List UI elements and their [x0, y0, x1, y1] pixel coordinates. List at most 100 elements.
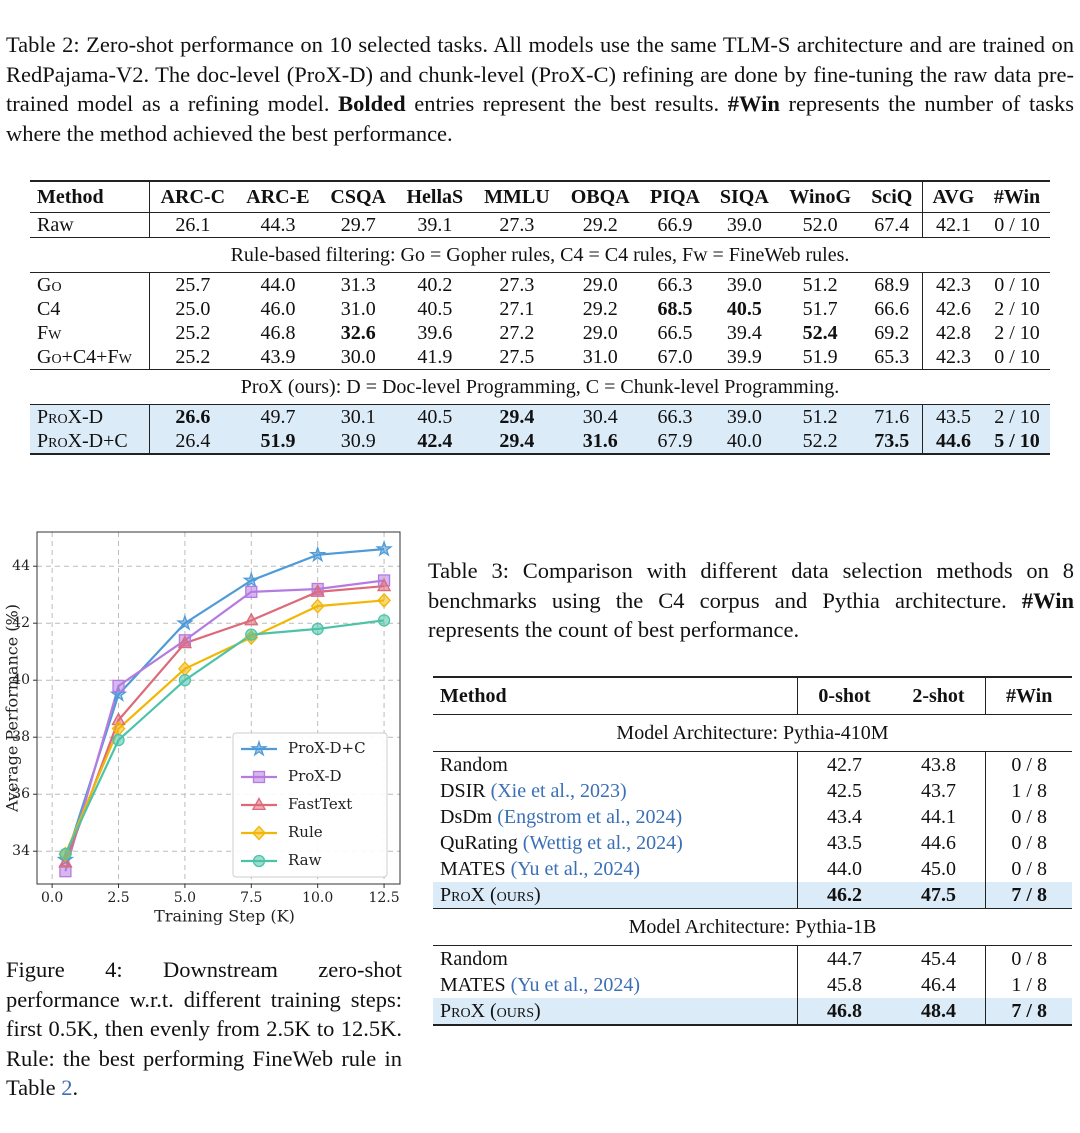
- cell-text: 43.9: [260, 346, 296, 368]
- caption-text: Table 3: Comparison with different data …: [428, 558, 1074, 613]
- legend-label: ProX-D+C: [288, 739, 366, 757]
- value-cell: 27.5: [473, 345, 560, 370]
- method-cell: Raw: [30, 213, 149, 238]
- cell-text: 25.0: [175, 298, 211, 320]
- marker: [112, 679, 125, 693]
- caption-text: Bolded: [338, 91, 406, 116]
- value-cell: 39.4: [710, 321, 779, 345]
- cell-text: 68.5: [657, 298, 693, 320]
- cell-text: 40.5: [726, 298, 762, 320]
- x-tick-label: 5.0: [174, 890, 196, 906]
- cell-text: 25.7: [175, 274, 211, 296]
- cell-text: 67.4: [874, 214, 910, 236]
- caption-text: #Win: [1021, 587, 1074, 613]
- cell-text: 42.5: [827, 780, 863, 802]
- value-cell: 42.5: [796, 778, 892, 804]
- marker: [109, 685, 128, 702]
- cell-text: 44.3: [260, 214, 296, 236]
- cell-text: 42.8: [935, 322, 971, 344]
- value-cell: 73.5: [861, 429, 923, 454]
- value-cell: 0 / 8: [985, 830, 1072, 856]
- value-cell: 66.5: [640, 321, 710, 345]
- method-cell: ProX-D+C: [30, 429, 150, 454]
- value-cell: 49.7: [235, 404, 321, 429]
- value-cell: 0 / 8: [985, 856, 1072, 882]
- table-row: ProX (ours) 46.8 48.4 7 / 8: [433, 998, 1072, 1025]
- cell-text: 52.0: [802, 214, 838, 236]
- marker: [244, 612, 259, 626]
- cell-text: 0 / 8: [1011, 858, 1047, 880]
- method-cell: MATES (Yu et al., 2024): [433, 972, 797, 998]
- value-cell: 66.3: [640, 273, 710, 298]
- cell-text: 39.0: [726, 274, 762, 296]
- value-cell: 46.4: [891, 972, 985, 998]
- section-row: Rule-based filtering: Go = Gopher rules,…: [30, 237, 1050, 273]
- x-tick-label: 0.0: [41, 890, 63, 906]
- cell-text: 42.3: [935, 346, 971, 368]
- header-cell: WinoG: [789, 186, 852, 208]
- cell-text: 42.4: [417, 430, 453, 452]
- value-cell: 39.0: [710, 273, 779, 298]
- value-cell: 27.3: [473, 273, 560, 298]
- method-cell: Random: [433, 752, 797, 779]
- value-cell: 46.8: [236, 321, 321, 345]
- legend-label: ProX-D: [288, 767, 342, 785]
- value-cell: 51.9: [235, 429, 321, 454]
- value-cell: 30.1: [320, 404, 397, 429]
- citation: (Wettig et al., 2024): [522, 832, 683, 854]
- value-cell: 65.3: [862, 345, 923, 370]
- section-note: Rule-based filtering: Go = Gopher rules,…: [230, 244, 850, 266]
- y-tick-label: 36: [12, 786, 30, 802]
- table-row: DsDm (Engstrom et al., 2024) 43.4 44.1 0 / …: [433, 804, 1072, 830]
- cell-text: 68.9: [874, 274, 910, 296]
- value-cell: 29.0: [560, 273, 640, 298]
- legend: ProX-D+C ProX-D FastText Rule Raw: [232, 732, 388, 878]
- cell-text: 26.6: [175, 406, 211, 428]
- value-cell: 29.0: [560, 321, 640, 345]
- value-cell: 67.0: [640, 345, 710, 370]
- value-cell: 52.0: [779, 213, 862, 238]
- section-row: ProX (ours): D = Doc-level Programming, …: [30, 369, 1050, 405]
- caption-text: #Win: [727, 91, 780, 116]
- cell-text: 45.8: [827, 974, 863, 996]
- value-cell: 30.4: [560, 404, 641, 429]
- value-cell: 2 / 10: [984, 297, 1050, 321]
- cell-text: 0 / 8: [1011, 832, 1047, 854]
- cell-text: 31.3: [340, 274, 376, 296]
- cell-text: 51.7: [802, 298, 838, 320]
- cell-text: 43.8: [920, 754, 956, 776]
- value-cell: 45.4: [891, 946, 985, 973]
- value-cell: 44.7: [796, 945, 892, 972]
- marker: [311, 622, 324, 636]
- cell-text: 43.5: [935, 406, 971, 428]
- marker: [376, 578, 392, 592]
- cell-text: MATES: [440, 974, 506, 996]
- marker: [377, 614, 391, 627]
- value-cell: 67.9: [640, 429, 710, 454]
- cell-text: 25.2: [175, 346, 211, 368]
- table-row: Fw 25.2 46.8 32.6 39.6 27.2 29.0 66.5 39.4 52.4 69…: [30, 321, 1050, 345]
- citation: (Engstrom et al., 2024): [497, 806, 683, 828]
- value-cell: 0 / 10: [984, 345, 1050, 370]
- cell-text: 29.4: [499, 430, 535, 452]
- cell-text: 31.0: [582, 346, 618, 368]
- cell-text: 27.2: [499, 322, 535, 344]
- cell-text: 40.0: [726, 430, 762, 452]
- cell-text: 39.0: [726, 406, 762, 428]
- header-cell: HellaS: [406, 186, 464, 208]
- cell-text: 46.8: [827, 1000, 863, 1022]
- value-cell: 68.9: [862, 273, 923, 298]
- value-cell: 25.2: [148, 345, 236, 370]
- table-row: Random 42.7 43.8 0 / 8: [433, 751, 1072, 779]
- value-cell: 46.0: [236, 297, 321, 321]
- cell-text: ProX-D: [37, 406, 104, 428]
- x-tick-label: 12.5: [368, 890, 399, 906]
- marker: [252, 770, 266, 784]
- cell-text: 67.0: [657, 346, 693, 368]
- cell-text: 66.9: [657, 214, 693, 236]
- cell-text: 7 / 8: [1011, 884, 1047, 906]
- cell-text: 43.5: [827, 832, 863, 854]
- method-cell: Random: [433, 946, 797, 973]
- value-cell: 29.4: [473, 404, 561, 429]
- cell-text: 32.6: [340, 322, 376, 344]
